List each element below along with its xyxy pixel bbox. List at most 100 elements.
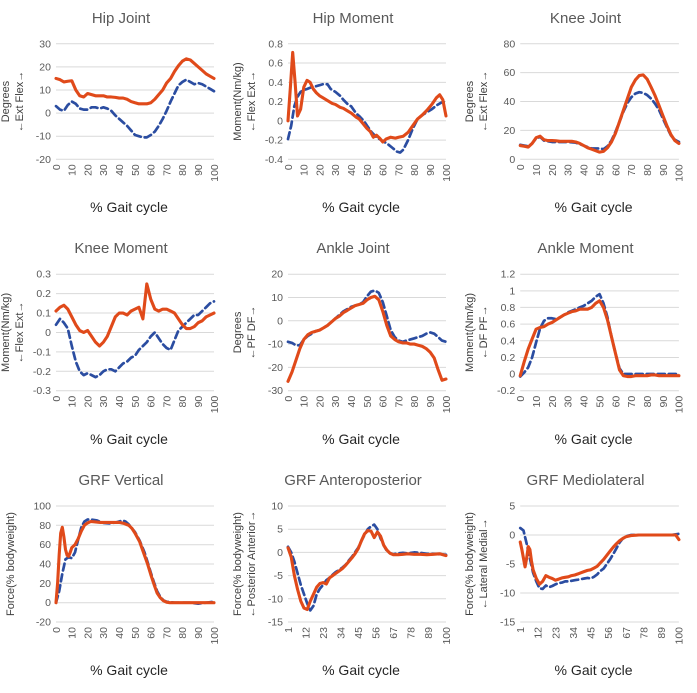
y-tick-label: 0.6 [268,59,283,70]
x-tick-label: 60 [147,164,158,176]
x-tick-label: 20 [547,396,559,408]
x-tick-label: 80 [178,164,189,176]
y-tick-label: -10 [36,132,51,143]
x-axis-label: % Gait cycle [90,431,168,447]
y-axis-label: ←Flex Ext→ [14,301,26,363]
y-tick-label: 40 [503,96,515,108]
chart-grf-mediolateral: 5 0 -5 -10 -15 1 12 23 34 45 56 67 78 89 100 Force(% bo… [464,462,697,693]
x-tick-label: 100 [441,627,453,645]
x-tick-label: 78 [638,627,650,639]
x-tick-label: 40 [579,396,591,408]
series-line-solid-orange [54,282,216,348]
x-tick-label: 50 [594,396,606,408]
x-tick-label: 70 [161,396,173,408]
x-tick-label: 90 [194,164,205,176]
x-tick-label: 80 [410,164,421,176]
x-tick-label: 10 [531,396,543,408]
y-tick-label: 0 [277,116,283,127]
x-tick-label: 40 [114,396,126,408]
x-axis-label: % Gait cycle [90,662,168,678]
x-tick-label: 60 [610,396,622,408]
y-axis-label: Degrees [0,80,12,122]
x-tick-label: 10 [300,164,311,176]
x-tick-label: 10 [67,627,79,639]
y-tick-label: 5 [277,524,283,536]
x-tick-label: 0 [51,396,63,402]
x-tick-label: 90 [658,164,670,176]
x-tick-label: 20 [547,164,559,176]
y-tick-label: -0.2 [33,366,51,378]
x-tick-label: 70 [161,627,173,639]
x-tick-label: 1 [283,627,295,633]
x-tick-label: 90 [193,396,205,408]
y-tick-label: -0.1 [33,346,51,358]
x-tick-label: 70 [626,164,638,176]
x-tick-label: 90 [426,164,437,176]
x-tick-label: 100 [209,396,221,414]
y-tick-label: -0.3 [33,385,51,397]
x-tick-label: 20 [83,164,94,176]
x-tick-label: 100 [674,396,686,414]
y-axis-label: Force(% bodyweight) [464,512,476,616]
y-axis-label: Degrees [232,311,244,353]
x-tick-label: 40 [114,627,126,639]
x-tick-label: 50 [362,396,374,408]
y-tick-label: -10 [500,588,515,600]
x-tick-label: 0 [284,164,295,170]
x-tick-label: 67 [621,627,633,639]
y-tick-label: 0.8 [501,302,516,314]
x-tick-label: 30 [99,164,110,176]
x-tick-label: 45 [586,627,598,639]
y-tick-label: -30 [268,385,283,397]
y-axis-label: Force(% bodyweight) [5,512,17,616]
y-tick-label: -5 [274,570,283,582]
y-axis-label: ←Ext Flex→ [478,71,490,132]
x-tick-label: 1 [515,627,527,633]
x-tick-label: 50 [130,396,142,408]
x-axis-label: % Gait cycle [322,199,400,215]
y-tick-label: -20 [268,362,283,374]
x-tick-label: 30 [563,396,575,408]
series-line-solid-orange [286,529,448,612]
x-tick-label: 70 [394,164,405,176]
x-tick-label: 100 [442,164,453,182]
x-tick-label: 100 [674,164,686,182]
x-tick-label: 89 [656,627,668,639]
y-axis-label: ←DF PF→ [478,305,490,359]
y-tick-label: 60 [39,539,51,551]
y-tick-label: 10 [271,501,283,513]
chart-grf-vertical: 100 80 60 40 20 0 -20 0 10 20 30 40 50 60 70 80 90 100 For… [0,462,232,693]
y-tick-label: -20 [36,155,51,166]
y-tick-label: 0.6 [501,319,516,331]
y-axis-label: ←Posterior Anterior→ [246,511,258,618]
y-tick-label: -0.4 [265,155,283,166]
y-tick-label: 80 [503,38,515,50]
y-axis-label: Moment(Nm/kg) [464,293,476,372]
series-line-dashed-blue [54,300,216,379]
chart-grf-anteroposterior: 10 5 0 -5 -10 -15 1 12 23 34 45 56 67 78 89 100 Force(% … [232,462,464,693]
chart-hip-moment: 0.8 0.6 0.4 0.2 0 -0.2 -0.4 0 10 20 30 40 50 60 70 80 90… [232,0,464,230]
x-tick-label: 80 [409,396,421,408]
x-tick-label: 100 [441,396,453,414]
x-tick-label: 78 [406,627,418,639]
y-axis-label: ←PF DF→ [246,305,258,359]
x-tick-label: 10 [299,396,311,408]
x-tick-label: 10 [68,164,79,176]
x-tick-label: 80 [642,396,654,408]
x-tick-label: 20 [315,164,326,176]
x-tick-label: 70 [393,396,405,408]
series-line-solid-orange [286,294,448,383]
chart-knee-moment: 0.3 0.2 0.1 0 -0.1 -0.2 -0.3 0 10 20 30 40 50 60 70 80 9… [0,230,232,462]
x-tick-label: 20 [82,396,94,408]
y-tick-label: -5 [506,559,516,571]
x-tick-label: 30 [331,164,342,176]
y-tick-label: 100 [33,501,51,513]
y-tick-label: 0 [509,530,515,542]
x-tick-label: 23 [550,627,562,639]
chart-title: GRF Mediolateral [527,472,645,489]
x-tick-label: 30 [330,396,342,408]
x-tick-label: 0 [52,164,63,170]
x-tick-label: 40 [346,396,358,408]
